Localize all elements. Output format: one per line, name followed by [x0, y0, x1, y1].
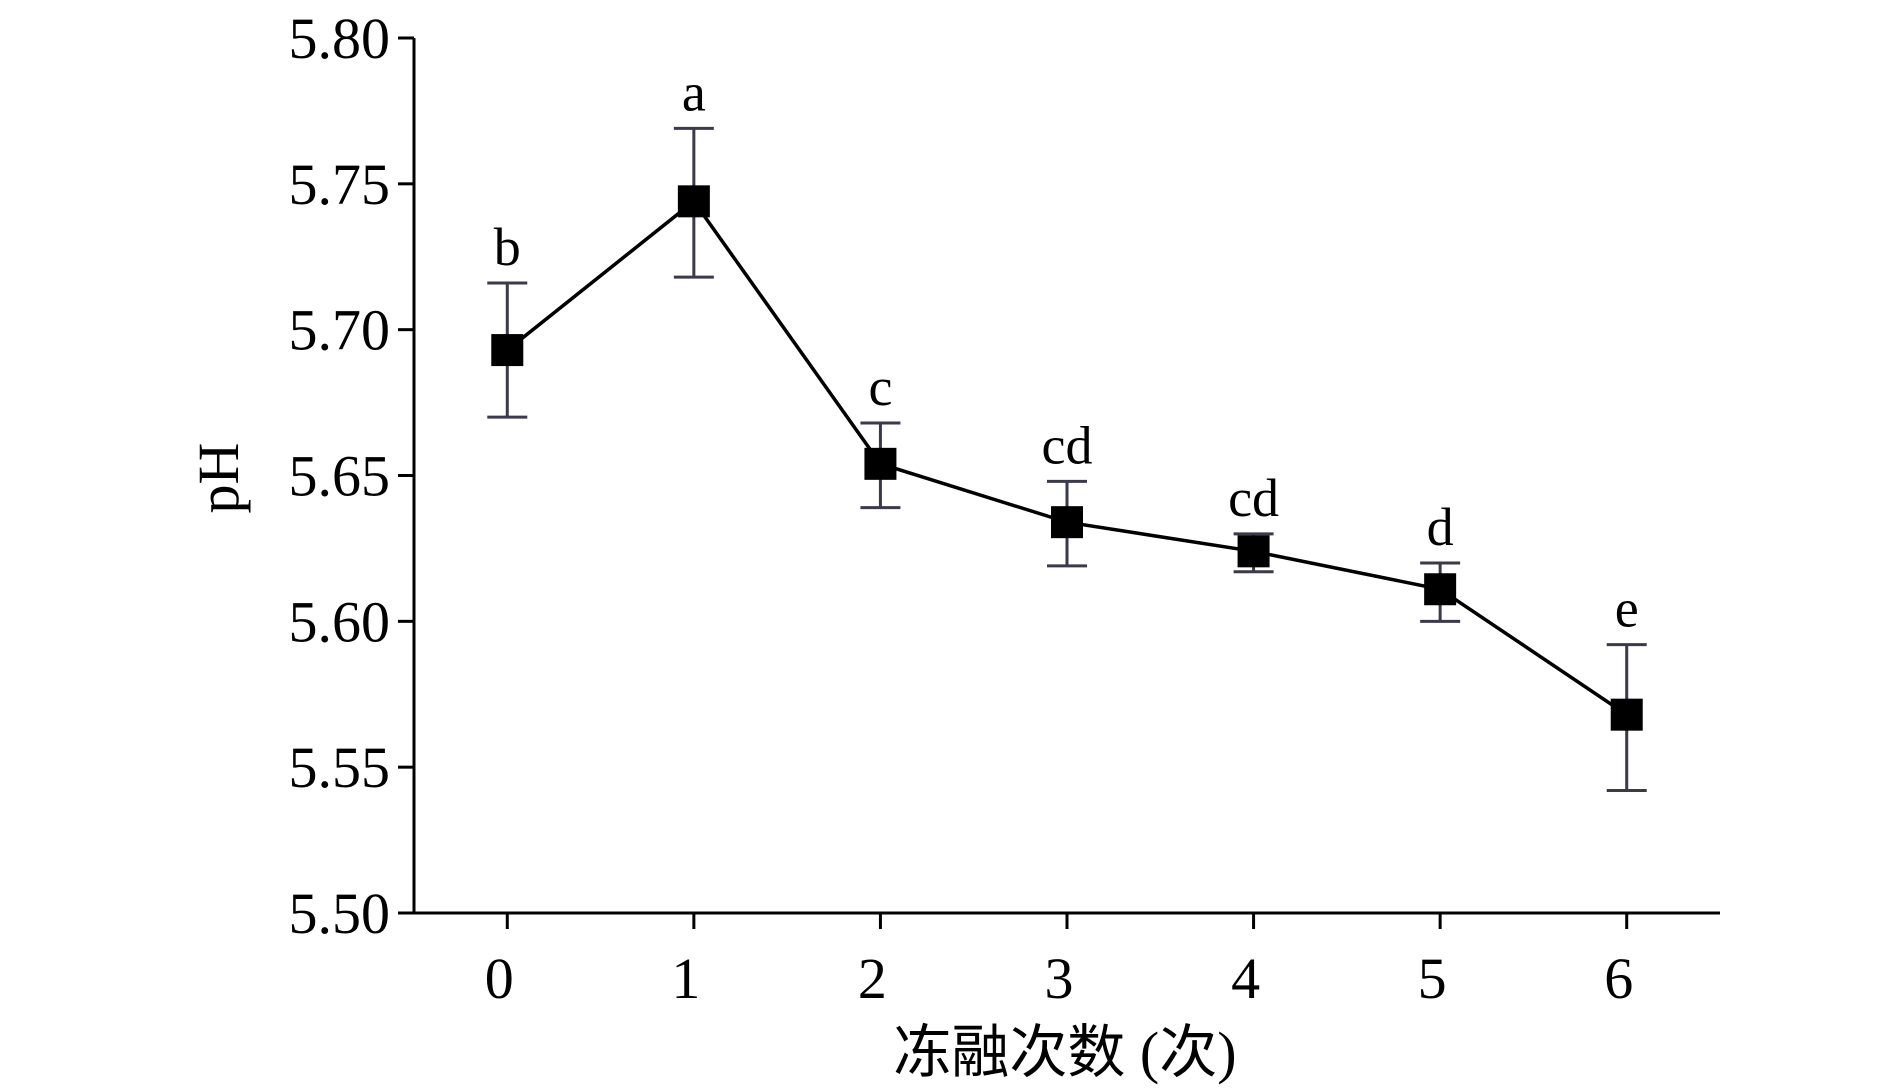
data-point-marker	[864, 447, 897, 480]
significance-label: a	[682, 62, 706, 122]
y-axis-title: pH	[186, 443, 251, 514]
x-tick-label: 0	[485, 946, 514, 1011]
x-tick-label: 3	[1045, 946, 1074, 1011]
y-tick-label: 5.80	[289, 6, 391, 71]
x-axis-ticks: 0 1 2 3 4 5 6	[485, 913, 1633, 1011]
data-point-marker	[677, 185, 710, 218]
axes	[412, 38, 1720, 915]
significance-label: d	[1427, 497, 1454, 557]
data-point-marker	[1610, 698, 1643, 731]
significance-label: cd	[1228, 468, 1279, 528]
data-markers	[491, 185, 1643, 731]
y-axis-ticks: 5.50 5.55 5.60 5.65 5.70 5.75 5.80	[289, 6, 414, 946]
x-tick-label: 2	[858, 946, 887, 1011]
data-point-marker	[1424, 573, 1457, 606]
y-tick-label: 5.50	[289, 881, 391, 946]
x-tick-label: 5	[1418, 946, 1447, 1011]
significance-label: e	[1615, 579, 1639, 639]
y-tick-label: 5.70	[289, 298, 391, 363]
significance-labels: b a c cd cd d e	[494, 62, 1639, 638]
significance-label: cd	[1042, 415, 1093, 475]
x-axis-title: 冻融次数 (次)	[893, 1020, 1236, 1085]
x-tick-label: 1	[671, 946, 700, 1011]
data-point-marker	[491, 334, 524, 367]
y-tick-label: 5.55	[289, 735, 391, 800]
significance-label: c	[868, 357, 892, 417]
y-tick-label: 5.65	[289, 444, 391, 509]
y-tick-label: 5.60	[289, 589, 391, 654]
y-tick-label: 5.75	[289, 152, 391, 217]
x-tick-label: 4	[1231, 946, 1260, 1011]
data-point-marker	[1051, 506, 1083, 539]
x-tick-label: 6	[1604, 946, 1633, 1011]
significance-label: b	[494, 217, 521, 277]
data-point-marker	[1237, 535, 1270, 568]
